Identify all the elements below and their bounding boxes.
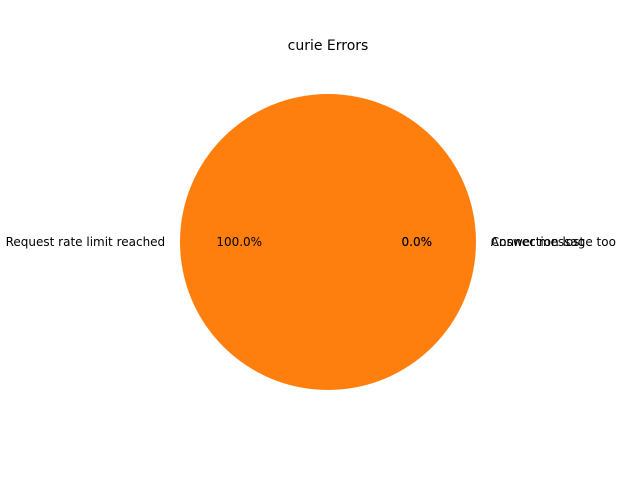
slice-percent-answer-message-too: 0.0%: [402, 235, 433, 249]
slice-label-connection-lost: Connection lost: [491, 235, 585, 249]
slice-percent-connection-lost: 0.0%: [402, 235, 433, 249]
pie-slice-request-rate-limit-reached: [180, 94, 476, 390]
slice-label-answer-message-too: Answer message too: [491, 235, 616, 249]
pie-labels: Connection lost 0.0% Request rate limit re…: [6, 235, 616, 249]
slice-percent-request-rate-limit-reached: 100.0%: [216, 235, 262, 249]
chart-title: curie Errors: [288, 38, 369, 54]
pie-slices: [180, 94, 476, 390]
slice-label-request-rate-limit-reached: Request rate limit reached: [6, 235, 166, 249]
